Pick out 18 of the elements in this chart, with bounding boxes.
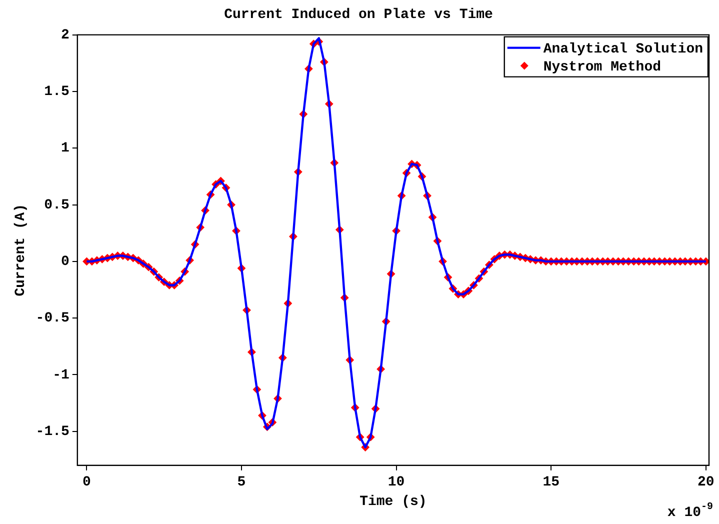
y-axis-title: Current (A) <box>12 204 29 296</box>
legend-label: Analytical Solution <box>543 41 704 58</box>
x-tick-label: 20 <box>698 474 714 490</box>
x-axis-title: Time (s) <box>360 494 427 510</box>
y-tick-label: -1.5 <box>36 424 70 440</box>
x-tick-label: 15 <box>542 474 560 490</box>
y-tick-label: 1 <box>61 140 70 157</box>
y-tick-label: 2 <box>61 27 70 44</box>
x-tick-label: 0 <box>82 474 91 490</box>
y-tick-label: -1 <box>52 367 70 384</box>
x-tick-label: 5 <box>237 474 246 490</box>
y-tick-label: 0.5 <box>44 197 70 214</box>
legend-label: Nystrom Method <box>543 59 661 76</box>
chart-title: Current Induced on Plate vs Time <box>224 6 493 23</box>
x-tick-label: 10 <box>388 474 405 490</box>
y-tick-label: 0 <box>61 254 70 270</box>
y-tick-label: -0.5 <box>36 310 70 327</box>
y-tick-label: 1.5 <box>44 84 70 100</box>
